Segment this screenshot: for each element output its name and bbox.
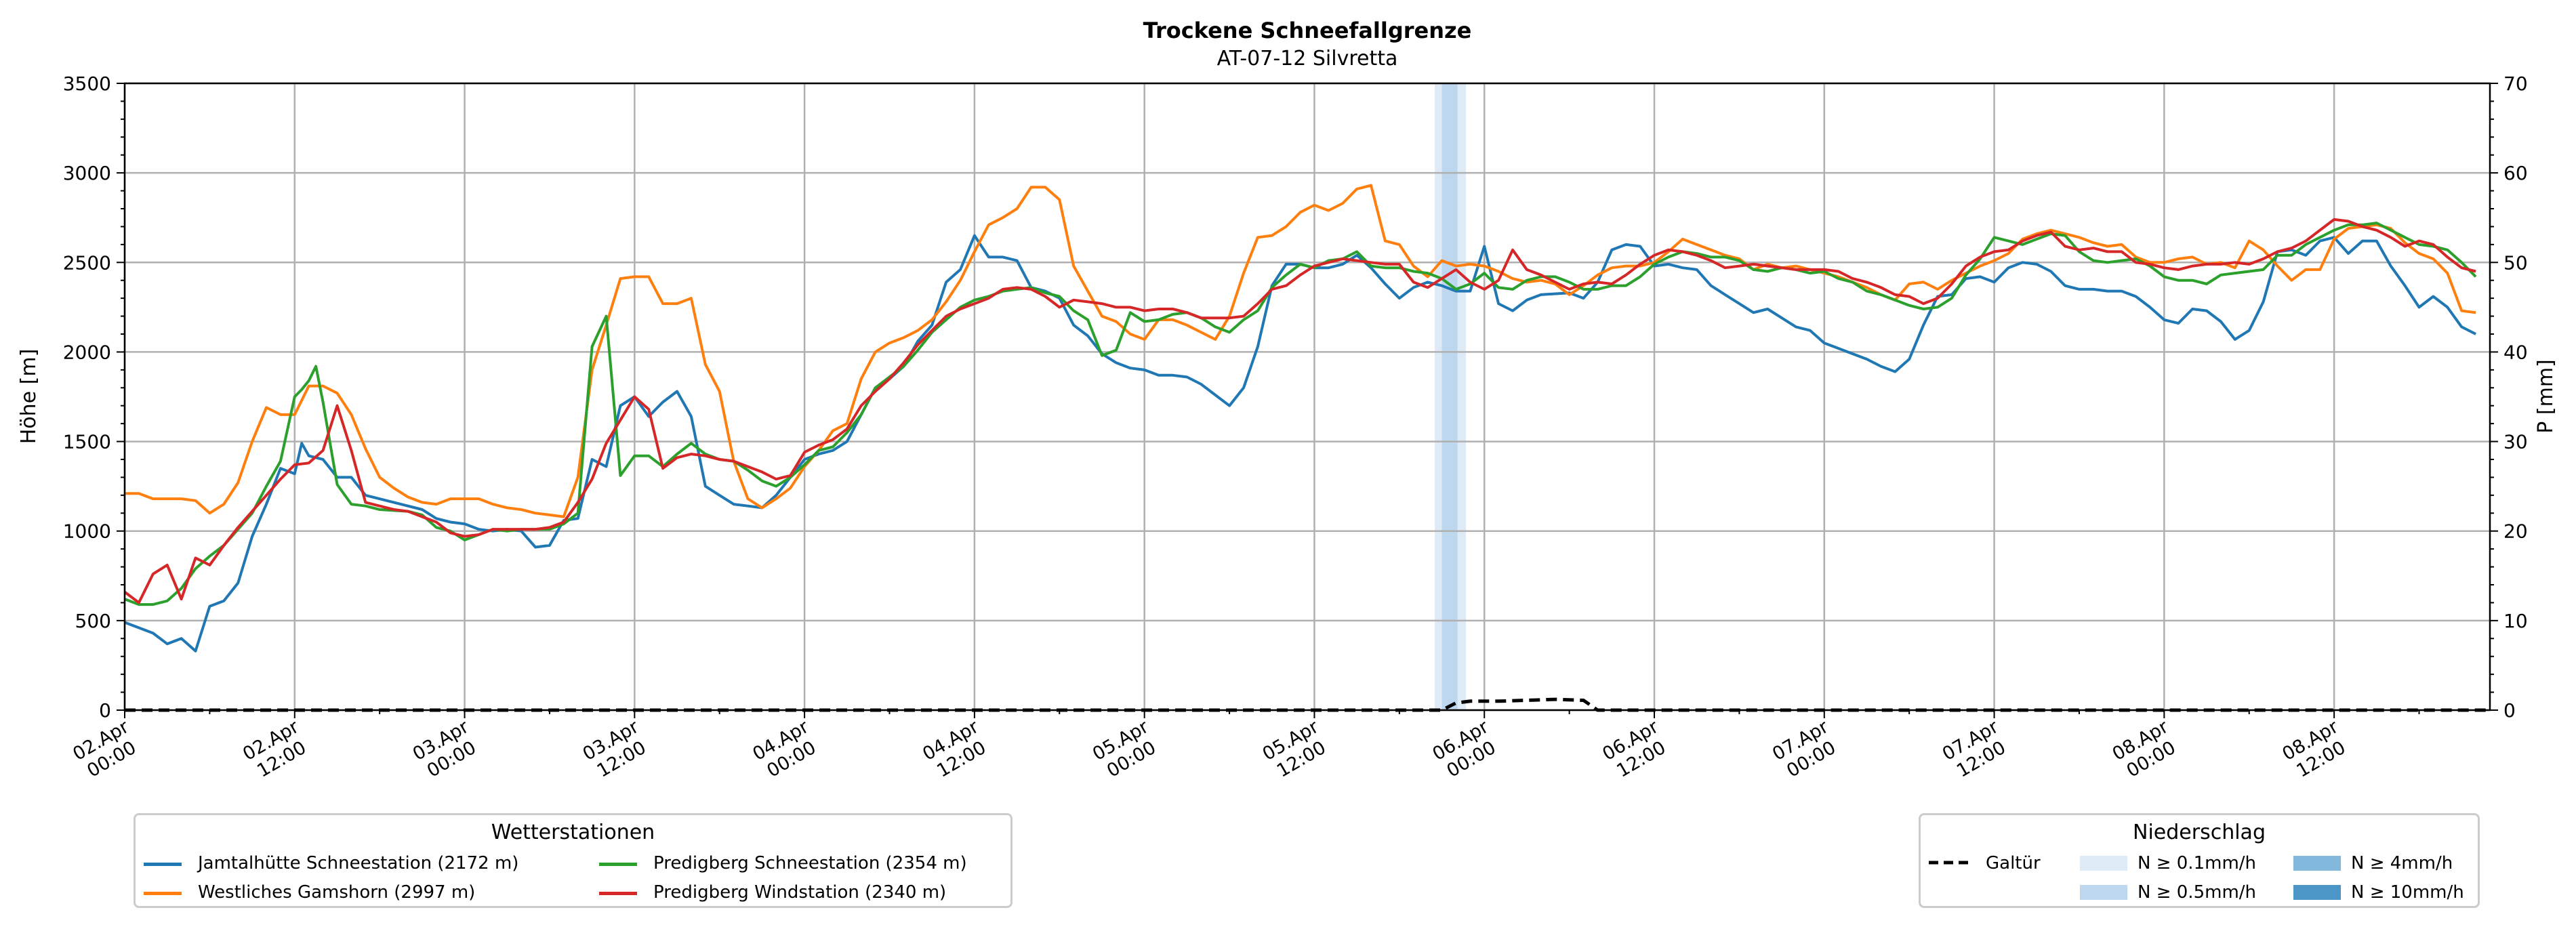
series-line-0	[124, 234, 2477, 653]
y-tick-label-right-5: 50	[2503, 251, 2528, 274]
precip-line-galtuer	[125, 697, 2490, 712]
legend-patch-n05	[2080, 885, 2127, 900]
stations-legend-title: Wetterstationen	[491, 821, 655, 844]
precip-band-1	[1442, 83, 1458, 710]
y-tick-label-left-5: 2500	[63, 251, 111, 274]
legend-line-gamshorn	[144, 892, 182, 895]
precipitation-legend: Niederschlag Galtür N ≥ 0.1mm/h N ≥ 0.5m…	[1919, 813, 2480, 908]
precipitation-bands	[1435, 83, 1467, 710]
y-tick-label-left-2: 1000	[63, 520, 111, 543]
legend-line-predigberg-wind	[599, 892, 637, 895]
legend-dash-galtuer	[1929, 861, 1969, 865]
plot-frame	[123, 82, 2491, 711]
legend-line-predigberg-schnee	[599, 863, 637, 866]
precipitation-legend-title: Niederschlag	[2133, 821, 2266, 844]
series-line-3	[123, 218, 2476, 604]
legend-patch-n10	[2293, 885, 2341, 900]
y-tick-label-right-1: 10	[2503, 610, 2528, 632]
y-tick-label-right-4: 40	[2503, 341, 2528, 363]
y-tick-label-left-1: 500	[75, 610, 111, 632]
legend-label-n05: N ≥ 0.5mm/h	[2138, 882, 2257, 903]
y-axis-right: 0 10 20 30 40 50 60 70	[2490, 73, 2528, 722]
chart-title: Trockene Schneefallgrenze	[1143, 18, 1472, 43]
legend-line-jamtalhuette	[144, 863, 182, 866]
y-tick-label-left-0: 0	[99, 699, 111, 722]
legend-label-n4: N ≥ 4mm/h	[2351, 853, 2453, 873]
y-tick-label-right-2: 20	[2503, 520, 2528, 543]
legend-label-predigberg-wind: Predigberg Windstation (2340 m)	[653, 882, 947, 903]
y-tick-label-left-4: 2000	[63, 341, 111, 363]
legend-patch-n01	[2080, 856, 2127, 871]
legend-patch-n4	[2293, 856, 2341, 871]
legend-label-n01: N ≥ 0.1mm/h	[2138, 853, 2257, 873]
series-line-2	[124, 222, 2477, 606]
y-tick-label-left-6: 3000	[63, 162, 111, 184]
y-tick-label-left-7: 3500	[63, 73, 111, 95]
y-tick-label-left-3: 1500	[63, 431, 111, 453]
series-line-1	[125, 184, 2476, 518]
y-tick-label-right-7: 70	[2503, 73, 2528, 95]
legend-label-galtuer: Galtür	[1986, 853, 2041, 873]
y-tick-label-right-6: 60	[2503, 162, 2528, 184]
series-lines	[123, 184, 2477, 653]
legend-label-predigberg-schnee: Predigberg Schneestation (2354 m)	[653, 853, 967, 873]
grid-lines	[123, 82, 2490, 711]
y-axis-label-left: Höhe [m]	[17, 349, 41, 445]
legend-label-jamtalhuette: Jamtalhütte Schneestation (2172 m)	[198, 853, 519, 873]
precipitation-line	[125, 697, 2490, 712]
y-tick-label-right-3: 30	[2503, 431, 2528, 453]
legend-label-n10: N ≥ 10mm/h	[2351, 882, 2464, 903]
y-axis-left: 0 500 1000 1500 2000 2500 3000 3500	[63, 73, 125, 722]
legend-label-gamshorn: Westliches Gamshorn (2997 m)	[198, 882, 476, 903]
stations-legend: Wetterstationen Jamtalhütte Schneestatio…	[134, 813, 1013, 908]
y-tick-label-right-0: 0	[2503, 699, 2516, 722]
chart-subtitle: AT-07-12 Silvretta	[1217, 47, 1398, 70]
y-axis-label-right: P [mm]	[2534, 359, 2558, 433]
